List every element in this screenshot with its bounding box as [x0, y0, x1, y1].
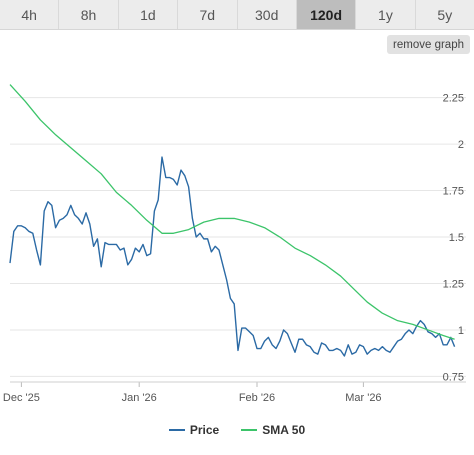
range-tab-8h[interactable]: 8h: [59, 0, 119, 29]
y-tick-label: 2: [458, 139, 464, 151]
chart-legend: Price SMA 50: [0, 420, 474, 440]
range-tab-1d[interactable]: 1d: [118, 0, 179, 29]
y-tick-label: 1.25: [443, 278, 464, 290]
legend-item-sma[interactable]: SMA 50: [241, 423, 305, 437]
sma-50-line: [9, 84, 455, 340]
range-tab-1y[interactable]: 1y: [356, 0, 416, 29]
x-tick-label: Dec '25: [3, 392, 40, 404]
range-tab-30d[interactable]: 30d: [237, 0, 297, 29]
price-chart: 0.75 1 1.25 1.5 1.75 2 2.25 Dec '25 Jan '26 Feb '…: [3, 84, 466, 404]
range-selector: 4h 8h 1d 7d 30d 120d 1y 5y: [0, 0, 474, 30]
range-tab-4h[interactable]: 4h: [0, 0, 60, 29]
x-tick-label: Feb '26: [239, 392, 275, 404]
range-tab-5y[interactable]: 5y: [415, 0, 474, 29]
price-line: [9, 156, 456, 357]
legend-swatch-price: [168, 429, 185, 431]
legend-item-price[interactable]: Price: [168, 423, 220, 437]
y-tick-label: 1.75: [443, 186, 464, 198]
y-tick-label: 1.5: [449, 232, 464, 244]
legend-swatch-sma: [241, 429, 258, 431]
y-tick-label: 2.25: [443, 93, 464, 105]
legend-label-price: Price: [189, 423, 220, 437]
x-tick-label: Jan '26: [122, 392, 157, 404]
range-tab-7d[interactable]: 7d: [178, 0, 238, 29]
remove-graph-button[interactable]: remove graph: [387, 35, 470, 54]
y-tick-label: 0.75: [443, 371, 464, 383]
y-tick-label: 1: [458, 325, 464, 337]
legend-label-sma: SMA 50: [262, 423, 306, 437]
range-tab-120d[interactable]: 120d: [296, 0, 357, 29]
x-tick-label: Mar '26: [345, 392, 381, 404]
